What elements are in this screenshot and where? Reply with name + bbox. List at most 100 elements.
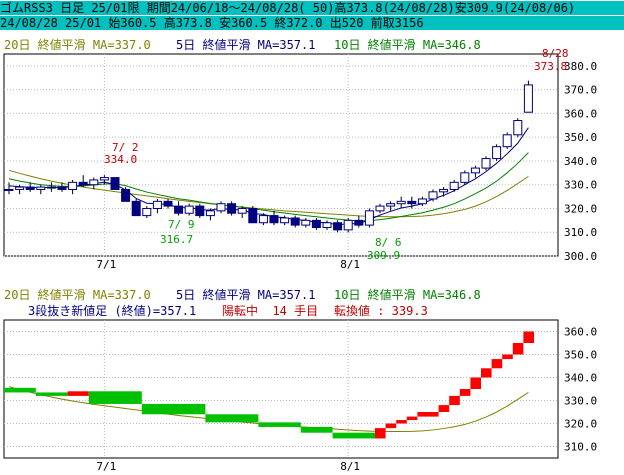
- header-line-2: 24/08/28 25/01 始360.5 高373.8 安360.5 終372…: [0, 16, 624, 30]
- candle-body: [354, 219, 364, 226]
- tlb-block: [141, 403, 206, 415]
- price-tick-label: 300.0: [564, 250, 597, 263]
- tlb-block: [35, 392, 68, 396]
- candle-body: [258, 215, 268, 224]
- price-annotation-date: 8/28: [542, 47, 569, 60]
- tlb-block: [470, 377, 481, 389]
- tlb-block: [449, 395, 460, 406]
- tlb-block: [502, 354, 513, 360]
- price-annotation-date: 7/ 9: [168, 218, 195, 231]
- tlb-block: [491, 359, 503, 369]
- tlb-tick-label: 350.0: [564, 349, 597, 362]
- price-ma-line: [8, 169, 529, 218]
- candle-body: [449, 181, 459, 190]
- price-annotation-value: 309.9: [367, 249, 400, 262]
- candle-body: [428, 191, 438, 200]
- candle-body: [470, 167, 480, 174]
- price-annotation-date: 8/ 6: [375, 236, 402, 249]
- candle-body: [248, 207, 258, 224]
- tlb-block: [385, 423, 397, 429]
- tlb-state-label: 陽転中 14 手目: [222, 304, 319, 318]
- candle-body: [174, 205, 184, 214]
- candle-body: [195, 205, 205, 217]
- candle-body: [216, 203, 226, 212]
- candle-body: [322, 222, 332, 228]
- candle-body: [78, 181, 88, 186]
- price-annotation-value: 334.0: [104, 153, 137, 166]
- tlb-block: [300, 426, 333, 433]
- tlb-block: [88, 391, 142, 404]
- candle-body: [364, 210, 374, 226]
- price-panel-frame: [3, 53, 559, 257]
- tlb-block: [417, 412, 439, 417]
- tlb-block: [406, 416, 418, 421]
- candle-body: [290, 217, 300, 226]
- tlb-block: [438, 405, 450, 412]
- candle-body: [333, 222, 343, 231]
- tlb-block: [205, 414, 259, 423]
- price-annotation-date: 7/ 2: [112, 141, 139, 154]
- bottom-legend-ma10: 10日 終値平滑 MA=346.8: [334, 288, 481, 302]
- price-tick-label: 310.0: [564, 226, 597, 239]
- tlb-block: [4, 387, 36, 393]
- candle-body: [492, 146, 502, 160]
- price-tick-label: 350.0: [564, 131, 597, 144]
- candle-body: [481, 158, 491, 169]
- tlb-x-tick-label: 7/1: [96, 460, 116, 473]
- candle-body: [301, 219, 311, 226]
- price-tick-label: 380.0: [564, 60, 597, 73]
- top-legend-ma10: 10日 終値平滑 MA=346.8: [334, 38, 481, 52]
- candle-body: [396, 200, 406, 205]
- tlb-reversal-label: 転換値 : 339.3: [334, 304, 428, 318]
- tlb-block: [375, 428, 386, 439]
- tlb-block: [67, 391, 89, 396]
- header-line-1: ゴムRSS3 日足 25/01限 期間24/06/18～24/08/28( 50…: [0, 1, 624, 15]
- candle-body: [386, 203, 396, 207]
- price-tick-label: 370.0: [564, 84, 597, 97]
- price-x-tick-label: 8/1: [340, 258, 360, 271]
- candle-body: [142, 207, 152, 217]
- candle-body: [121, 188, 131, 202]
- candle-body: [417, 198, 427, 205]
- tlb-tick-label: 320.0: [564, 418, 597, 431]
- tlb-block: [512, 343, 524, 355]
- price-tick-label: 340.0: [564, 155, 597, 168]
- candle-body: [205, 210, 215, 217]
- candle-body: [46, 186, 56, 189]
- candle-body: [99, 177, 109, 181]
- tlb-block: [396, 420, 407, 424]
- tlb-tick-label: 330.0: [564, 395, 597, 408]
- candle-body: [513, 120, 523, 136]
- price-tick-label: 360.0: [564, 107, 597, 120]
- candle-body: [523, 84, 533, 113]
- tlb-block: [523, 331, 534, 343]
- price-x-tick-label: 7/1: [96, 258, 116, 271]
- candle-body: [502, 134, 512, 148]
- candle-body: [25, 186, 35, 190]
- candle-body: [4, 188, 14, 191]
- price-tick-label: 330.0: [564, 179, 597, 192]
- candle-body: [439, 188, 449, 193]
- candle-body: [343, 219, 353, 231]
- candle-body: [152, 200, 162, 209]
- candle-body: [163, 200, 173, 207]
- bottom-legend-ma20: 20日 終値平滑 MA=337.0: [4, 288, 151, 302]
- candle-body: [131, 200, 141, 217]
- candle-body: [36, 186, 46, 190]
- tlb-close-label: 3段抜き新値足 (終値)=357.1: [28, 304, 197, 318]
- price-tick-label: 320.0: [564, 202, 597, 215]
- top-legend-ma5: 5日 終値平滑 MA=357.1: [176, 38, 316, 52]
- tlb-tick-label: 310.0: [564, 441, 597, 454]
- tlb-tick-label: 340.0: [564, 372, 597, 385]
- tlb-tick-label: 360.0: [564, 326, 597, 339]
- candle-body: [184, 205, 194, 214]
- bottom-legend-ma5: 5日 終値平滑 MA=357.1: [176, 288, 316, 302]
- top-legend-ma20: 20日 終値平滑 MA=337.0: [4, 38, 151, 52]
- tlb-block: [258, 422, 301, 427]
- tlb-block: [481, 368, 492, 378]
- candle-body: [68, 181, 78, 190]
- candle-body: [237, 207, 247, 214]
- candle-body: [460, 172, 470, 183]
